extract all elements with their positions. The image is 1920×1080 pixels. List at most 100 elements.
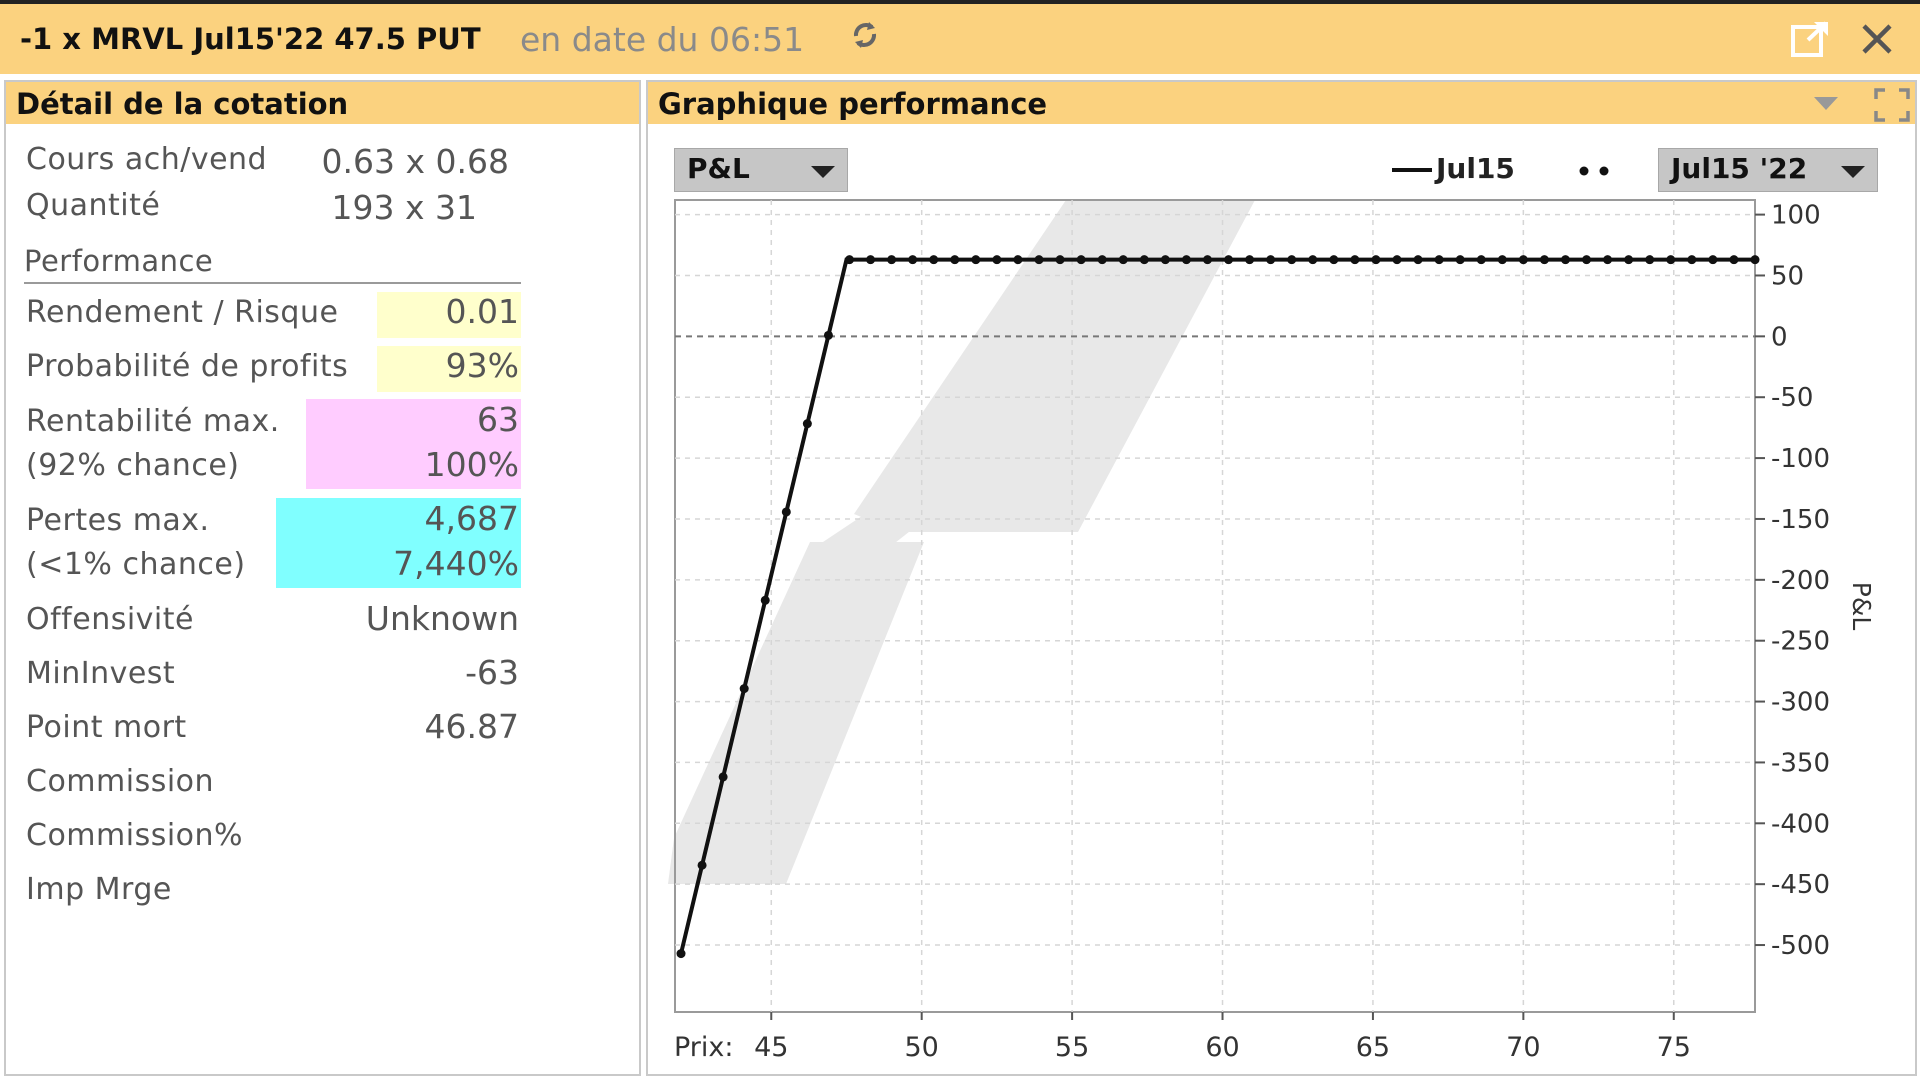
y-tick-label: -400 bbox=[1771, 809, 1830, 839]
max-profit-value: 63 bbox=[477, 400, 519, 439]
series-dot bbox=[1097, 255, 1107, 265]
quantity-value: 193 x 31 bbox=[331, 188, 478, 227]
chevron-down-icon bbox=[811, 166, 835, 178]
series-dot bbox=[1245, 255, 1255, 265]
series-dot bbox=[1350, 255, 1360, 265]
series-dot bbox=[1645, 255, 1655, 265]
max-loss-value: 4,687 bbox=[424, 499, 519, 538]
profit-prob-label: Probabilité de profits bbox=[26, 349, 349, 384]
aggressiveness-value: Unknown bbox=[365, 599, 519, 638]
y-tick-label: -250 bbox=[1771, 627, 1830, 657]
max-profit-highlight bbox=[306, 399, 521, 489]
quote-detail-header: Détail de la cotation bbox=[6, 82, 639, 124]
x-tick-label: 50 bbox=[905, 1032, 939, 1063]
y-tick-label: 0 bbox=[1771, 322, 1788, 352]
series-dot bbox=[950, 255, 960, 265]
series-dot bbox=[1139, 255, 1149, 265]
series-dot bbox=[1371, 255, 1381, 265]
series-dot bbox=[1560, 255, 1570, 265]
series-dot bbox=[676, 949, 686, 959]
series-dot bbox=[992, 255, 1002, 265]
bid-ask-value: 0.63 x 0.68 bbox=[321, 142, 509, 181]
date-dropdown[interactable]: Jul15 '22 bbox=[1658, 148, 1878, 192]
x-tick-label: 65 bbox=[1356, 1032, 1390, 1063]
max-loss-chance-label: (<1% chance) bbox=[26, 547, 246, 582]
popout-icon[interactable] bbox=[1790, 20, 1830, 62]
breakeven-label: Point mort bbox=[26, 710, 187, 745]
metric-dropdown[interactable]: P&L bbox=[674, 148, 848, 192]
window-title: -1 x MRVL Jul15'22 47.5 PUT bbox=[20, 22, 481, 56]
aggressiveness-label: Offensivité bbox=[26, 602, 194, 637]
imp-margin-label: Imp Mrge bbox=[26, 872, 172, 907]
series-dot bbox=[739, 684, 749, 694]
series-dot bbox=[1076, 255, 1086, 265]
x-tick-label: 60 bbox=[1205, 1032, 1239, 1063]
refresh-icon[interactable] bbox=[848, 18, 882, 56]
quote-detail-panel: Détail de la cotation Cours ach/vend 0.6… bbox=[4, 80, 641, 1076]
y-tick-label: 50 bbox=[1771, 261, 1804, 291]
title-bar: -1 x MRVL Jul15'22 47.5 PUT en date du 0… bbox=[0, 0, 1920, 74]
max-loss-pct: 7,440% bbox=[393, 544, 519, 583]
performance-section-label: Performance bbox=[24, 244, 214, 278]
x-tick-label: 55 bbox=[1055, 1032, 1089, 1063]
series-dot bbox=[1266, 255, 1276, 265]
series-dot bbox=[1750, 255, 1760, 265]
breakeven-value: 46.87 bbox=[424, 707, 519, 746]
series-dot bbox=[887, 255, 897, 265]
close-icon[interactable] bbox=[1860, 22, 1894, 60]
return-risk-highlight bbox=[377, 292, 521, 338]
series-dot bbox=[1708, 255, 1718, 265]
logo-watermark bbox=[668, 200, 1255, 884]
panel-menu-icon[interactable] bbox=[1814, 96, 1838, 115]
legend-line-icon bbox=[1392, 168, 1432, 172]
max-loss-label: Pertes max. bbox=[26, 503, 210, 538]
series-dot bbox=[1202, 255, 1212, 265]
series-dot bbox=[1224, 255, 1234, 265]
y-tick-label: -150 bbox=[1771, 505, 1830, 535]
series-dot bbox=[1181, 255, 1191, 265]
quantity-label: Quantité bbox=[26, 188, 161, 223]
series-dot bbox=[1603, 255, 1613, 265]
series-dot bbox=[1687, 255, 1697, 265]
series-dot bbox=[1582, 255, 1592, 265]
series-dot bbox=[760, 595, 770, 605]
x-tick-label: 75 bbox=[1657, 1032, 1691, 1063]
y-tick-label: -450 bbox=[1771, 870, 1830, 900]
min-invest-label: MinInvest bbox=[26, 656, 176, 691]
series-dot bbox=[718, 772, 728, 782]
date-dropdown-value: Jul15 '22 bbox=[1671, 152, 1808, 185]
commission-pct-label: Commission% bbox=[26, 818, 244, 853]
fullscreen-icon[interactable] bbox=[1874, 88, 1910, 126]
y-tick-label: -50 bbox=[1771, 383, 1813, 413]
y-tick-label: -300 bbox=[1771, 688, 1830, 718]
series-dot bbox=[1455, 255, 1465, 265]
series-dot bbox=[1329, 255, 1339, 265]
legend-dots-icon bbox=[1579, 166, 1609, 176]
series-dot bbox=[1013, 255, 1023, 265]
series-dot bbox=[1287, 255, 1297, 265]
series-dot bbox=[1518, 255, 1528, 265]
legend-series-name: Jul15 bbox=[1436, 152, 1515, 185]
y-tick-label: 100 bbox=[1771, 201, 1821, 231]
series-dot bbox=[1034, 255, 1044, 265]
commission-label: Commission bbox=[26, 764, 215, 799]
max-profit-chance-label: (92% chance) bbox=[26, 448, 240, 483]
profit-prob-value: 93% bbox=[445, 346, 519, 385]
bid-ask-label: Cours ach/vend bbox=[26, 142, 268, 177]
series-dot bbox=[781, 507, 791, 517]
series-dot bbox=[1308, 255, 1318, 265]
max-loss-highlight bbox=[276, 498, 521, 588]
pnl-chart[interactable]: 100 50 0 -50 -100 -150 -200 -250 -300 -350 -400 -45… bbox=[648, 82, 1915, 1074]
series-dot bbox=[1539, 255, 1549, 265]
y-tick-label: -500 bbox=[1771, 931, 1830, 961]
series-dot bbox=[1476, 255, 1486, 265]
series-dot bbox=[866, 255, 876, 265]
y-tick-label: -200 bbox=[1771, 566, 1830, 596]
series-dot bbox=[1729, 255, 1739, 265]
performance-divider bbox=[24, 282, 521, 284]
series-dot bbox=[1055, 255, 1065, 265]
series-dot bbox=[1666, 255, 1676, 265]
profit-prob-highlight bbox=[377, 346, 521, 392]
series-dot bbox=[1160, 255, 1170, 265]
series-dot bbox=[1497, 255, 1507, 265]
